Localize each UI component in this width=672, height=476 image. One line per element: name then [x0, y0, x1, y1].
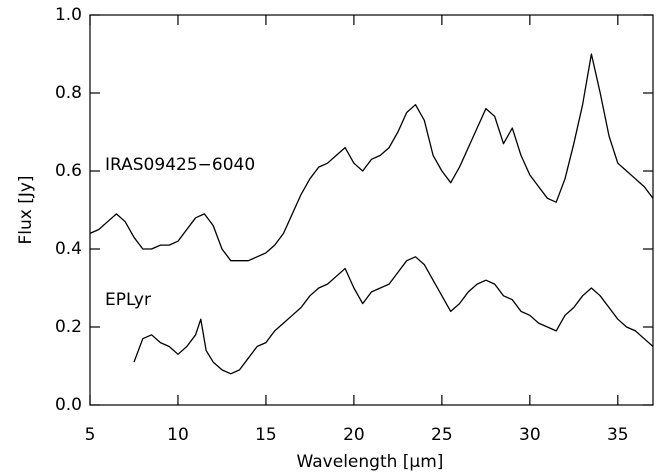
y-tick-label: 0.4: [55, 239, 82, 259]
series-line: [133, 256, 654, 375]
x-tick-label: 15: [255, 425, 277, 445]
plot-frame: [89, 14, 654, 406]
x-tick-label: 5: [85, 425, 96, 445]
x-tick-label: 10: [167, 425, 189, 445]
x-tick-label: 30: [519, 425, 541, 445]
x-tick-label: 35: [607, 425, 629, 445]
y-tick-label: 0.2: [55, 317, 82, 337]
y-tick-label: 1.0: [55, 5, 82, 25]
y-axis-label: Flux [Jy]: [16, 175, 36, 244]
series-line: [89, 53, 654, 262]
x-tick-label: 25: [431, 425, 453, 445]
series-annotation: EPLyr: [105, 290, 151, 310]
x-axis-label: Wavelength [μm]: [297, 452, 444, 472]
y-tick-label: 0.0: [55, 395, 82, 415]
series-annotation: IRAS09425−6040: [105, 155, 255, 175]
y-tick-label: 0.6: [55, 161, 82, 181]
x-tick-label: 20: [343, 425, 365, 445]
y-tick-label: 0.8: [55, 83, 82, 103]
